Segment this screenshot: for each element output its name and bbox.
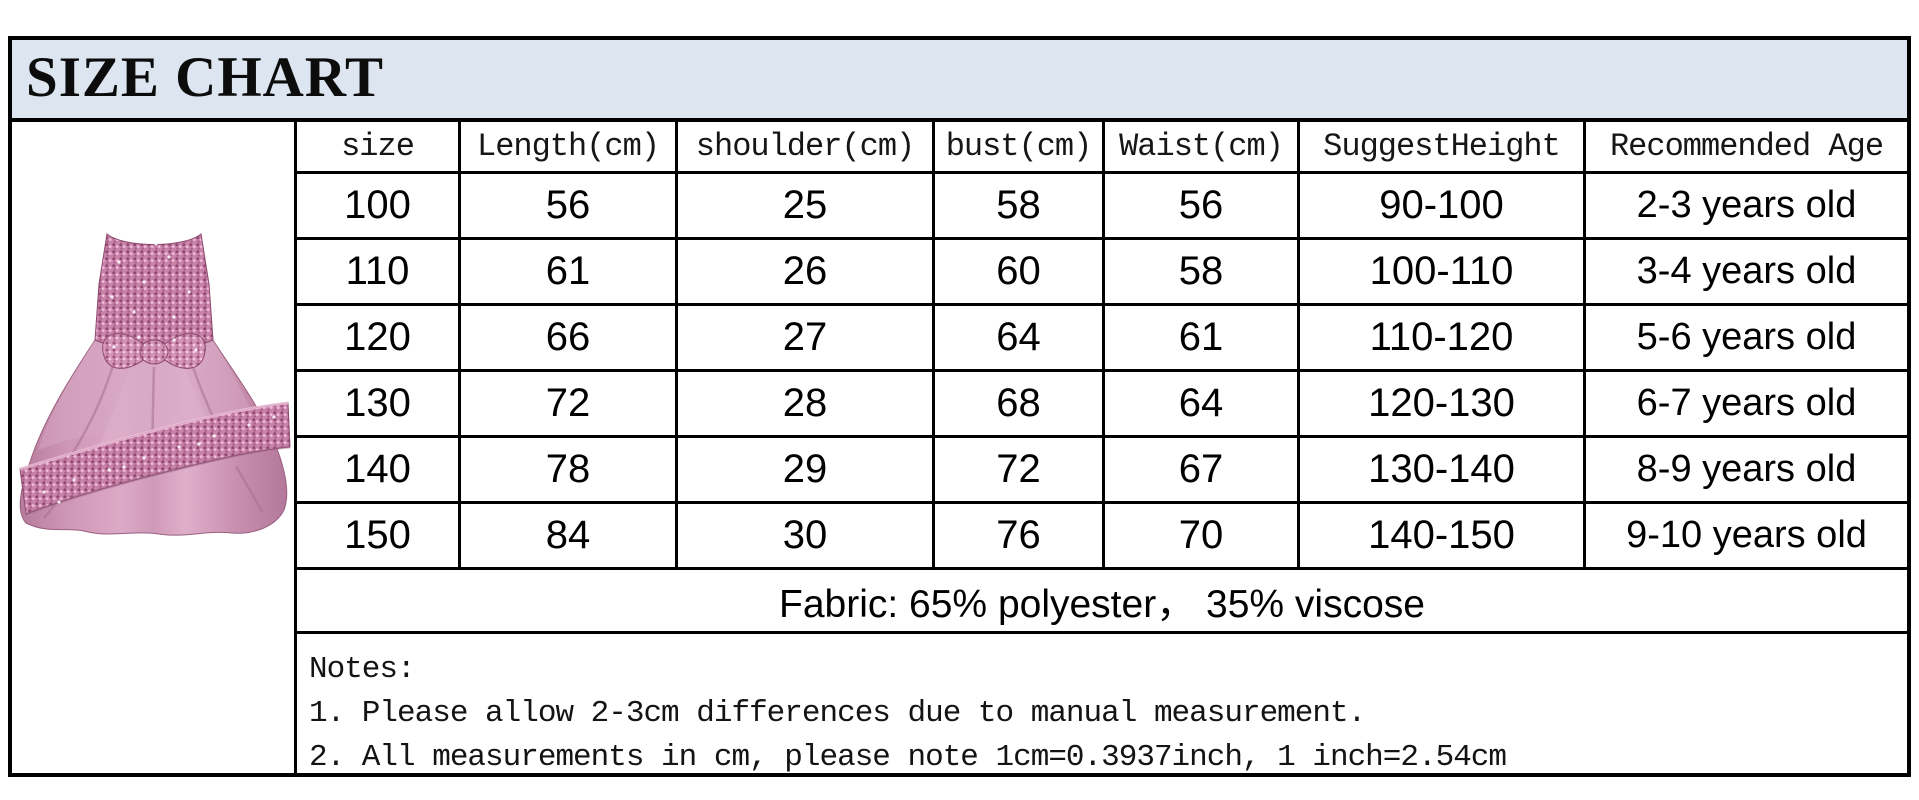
cell-bust: 72: [935, 438, 1105, 501]
cell-waist: 58: [1105, 240, 1300, 303]
cell-length: 78: [461, 438, 678, 501]
col-header-recommended-age: Recommended Age: [1609, 128, 1884, 165]
dress-photo: [19, 233, 291, 536]
table-header-row: size Length(cm) shoulder(cm) bust(cm) Wa…: [297, 122, 1907, 174]
table-row-size-120: 120 66 27 64 61 110-120 5-6 years old: [297, 306, 1907, 372]
cell-shoulder: 29: [678, 438, 935, 501]
cell-shoulder: 30: [678, 504, 935, 567]
col-header-shoulder: shoulder(cm): [678, 122, 935, 171]
cell-size: 100: [297, 174, 461, 237]
cell-shoulder: 28: [678, 372, 935, 435]
cell-waist: 64: [1105, 372, 1300, 435]
cell-suggest-height: 120-130: [1300, 372, 1586, 435]
cell-suggest-height: 90-100: [1300, 174, 1586, 237]
col-header-waist: Waist(cm): [1105, 122, 1300, 171]
cell-waist: 70: [1105, 504, 1300, 567]
product-photo-cell: [12, 122, 297, 773]
cell-size: 130: [297, 372, 461, 435]
col-header-length: Length(cm): [461, 122, 678, 171]
size-table: size Length(cm) shoulder(cm) bust(cm) Wa…: [297, 122, 1907, 775]
fabric-note: Fabric: 65% polyester， 35% viscose: [779, 582, 1425, 626]
cell-size: 140: [297, 438, 461, 501]
cell-shoulder: 25: [678, 174, 935, 237]
notes-line-2: 2. All measurements in cm, please note 1…: [309, 740, 1507, 776]
cell-waist: 67: [1105, 438, 1300, 501]
cell-length: 61: [461, 240, 678, 303]
cell-bust: 64: [935, 306, 1105, 369]
cell-age: 5-6 years old: [1636, 316, 1857, 358]
table-row-size-100: 100 56 25 58 56 90-100 2-3 years old: [297, 174, 1907, 240]
col-header-size: size: [297, 122, 461, 171]
cell-suggest-height: 110-120: [1300, 306, 1586, 369]
table-row-size-140: 140 78 29 72 67 130-140 8-9 years old: [297, 438, 1907, 504]
cell-shoulder: 27: [678, 306, 935, 369]
cell-waist: 56: [1105, 174, 1300, 237]
size-chart-sheet: SIZE CHART: [8, 36, 1911, 777]
cell-suggest-height: 140-150: [1300, 504, 1586, 567]
cell-waist: 61: [1105, 306, 1300, 369]
cell-age: 3-4 years old: [1636, 250, 1857, 292]
cell-age: 2-3 years old: [1636, 184, 1857, 226]
chart-body: size Length(cm) shoulder(cm) bust(cm) Wa…: [12, 122, 1907, 775]
cell-bust: 60: [935, 240, 1105, 303]
cell-bust: 68: [935, 372, 1105, 435]
cell-age: 8-9 years old: [1636, 448, 1857, 490]
notes-section: Notes: 1. Please allow 2-3cm differences…: [297, 634, 1907, 780]
cell-length: 72: [461, 372, 678, 435]
cell-shoulder: 26: [678, 240, 935, 303]
cell-length: 84: [461, 504, 678, 567]
cell-bust: 76: [935, 504, 1105, 567]
table-row-size-150: 150 84 30 76 70 140-150 9-10 years old: [297, 504, 1907, 570]
title-bar: SIZE CHART: [12, 40, 1907, 122]
table-row-size-130: 130 72 28 68 64 120-130 6-7 years old: [297, 372, 1907, 438]
notes-line-1: 1. Please allow 2-3cm differences due to…: [309, 696, 1366, 732]
cell-suggest-height: 130-140: [1300, 438, 1586, 501]
notes-label: Notes:: [309, 652, 416, 687]
col-header-suggest-height: SuggestHeight: [1300, 122, 1586, 171]
cell-length: 56: [461, 174, 678, 237]
cell-age: 6-7 years old: [1636, 382, 1857, 424]
cell-size: 150: [297, 504, 461, 567]
col-header-bust: bust(cm): [935, 122, 1105, 171]
cell-age: 9-10 years old: [1626, 514, 1867, 556]
cell-size: 120: [297, 306, 461, 369]
cell-bust: 58: [935, 174, 1105, 237]
fabric-row: Fabric: 65% polyester， 35% viscose: [297, 570, 1907, 634]
cell-size: 110: [297, 240, 461, 303]
cell-length: 66: [461, 306, 678, 369]
cell-suggest-height: 100-110: [1300, 240, 1586, 303]
page-title: SIZE CHART: [26, 45, 385, 109]
table-row-size-110: 110 61 26 60 58 100-110 3-4 years old: [297, 240, 1907, 306]
